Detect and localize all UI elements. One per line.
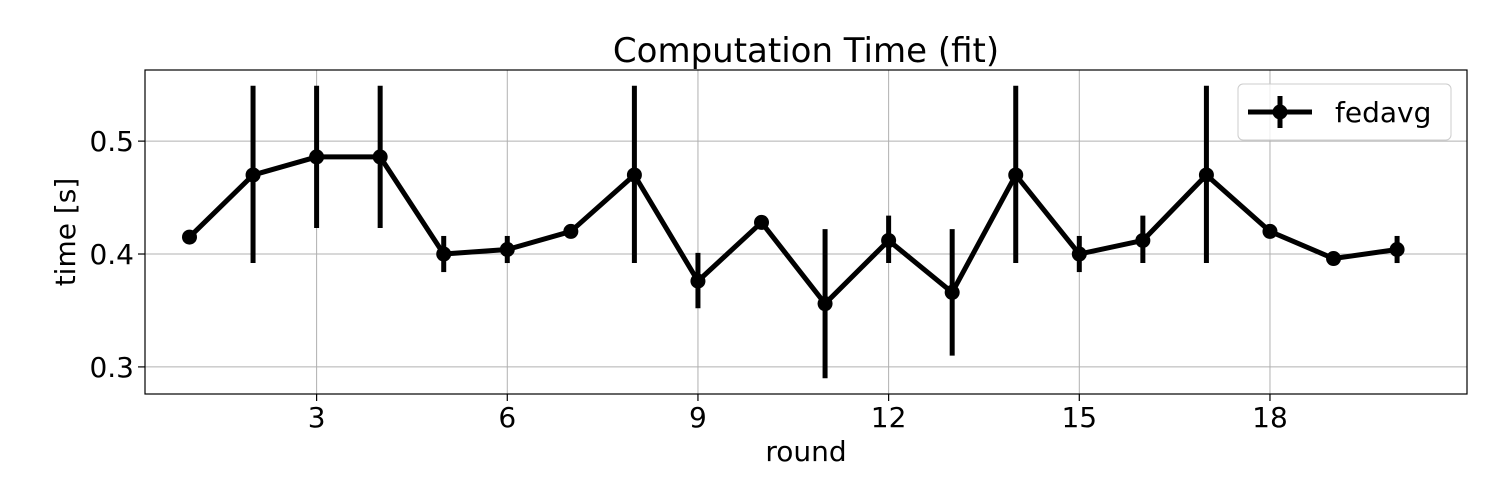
- legend-marker: [1272, 104, 1288, 120]
- x-tick-label: 3: [308, 401, 326, 434]
- data-point: [1135, 232, 1151, 248]
- x-tick-label: 6: [498, 401, 516, 434]
- x-tick-label: 18: [1252, 401, 1288, 434]
- series-layer: [181, 85, 1405, 379]
- legend-box: [1237, 83, 1452, 141]
- data-point: [1071, 246, 1087, 262]
- data-point: [1326, 251, 1342, 267]
- data-point: [881, 232, 897, 248]
- x-tick-label: 9: [689, 401, 707, 434]
- data-point: [944, 284, 960, 300]
- data-point: [1262, 223, 1278, 239]
- x-tick-label: 12: [871, 401, 907, 434]
- plot-frame: [144, 69, 1468, 395]
- x-axis-label: round: [765, 435, 846, 468]
- series-fedavg: [181, 85, 1405, 379]
- data-point: [436, 246, 452, 262]
- legend-entry-fedavg: fedavg: [1335, 96, 1431, 129]
- data-point: [1008, 167, 1024, 183]
- data-point: [1198, 167, 1214, 183]
- data-point: [181, 229, 197, 245]
- data-point: [1389, 241, 1405, 257]
- data-point: [563, 223, 579, 239]
- y-tick-label: 0.3: [89, 351, 134, 384]
- data-point: [372, 149, 388, 165]
- data-point: [499, 241, 515, 257]
- x-axis: 3 6 9 12 15 18: [308, 394, 1288, 434]
- data-point: [309, 149, 325, 165]
- series-line: [187, 154, 1398, 307]
- data-point: [626, 167, 642, 183]
- y-tick-label: 0.5: [89, 125, 134, 158]
- chart-title: Computation Time (fit): [613, 31, 999, 71]
- legend: fedavg: [1237, 83, 1452, 141]
- y-axis: 0.3 0.4 0.5: [89, 125, 145, 384]
- y-tick-label: 0.4: [89, 238, 134, 271]
- data-point: [245, 167, 261, 183]
- y-axis-label: time [s]: [49, 178, 82, 287]
- data-point: [817, 296, 833, 312]
- data-point: [754, 214, 770, 230]
- x-tick-label: 15: [1061, 401, 1097, 434]
- data-point: [690, 273, 706, 289]
